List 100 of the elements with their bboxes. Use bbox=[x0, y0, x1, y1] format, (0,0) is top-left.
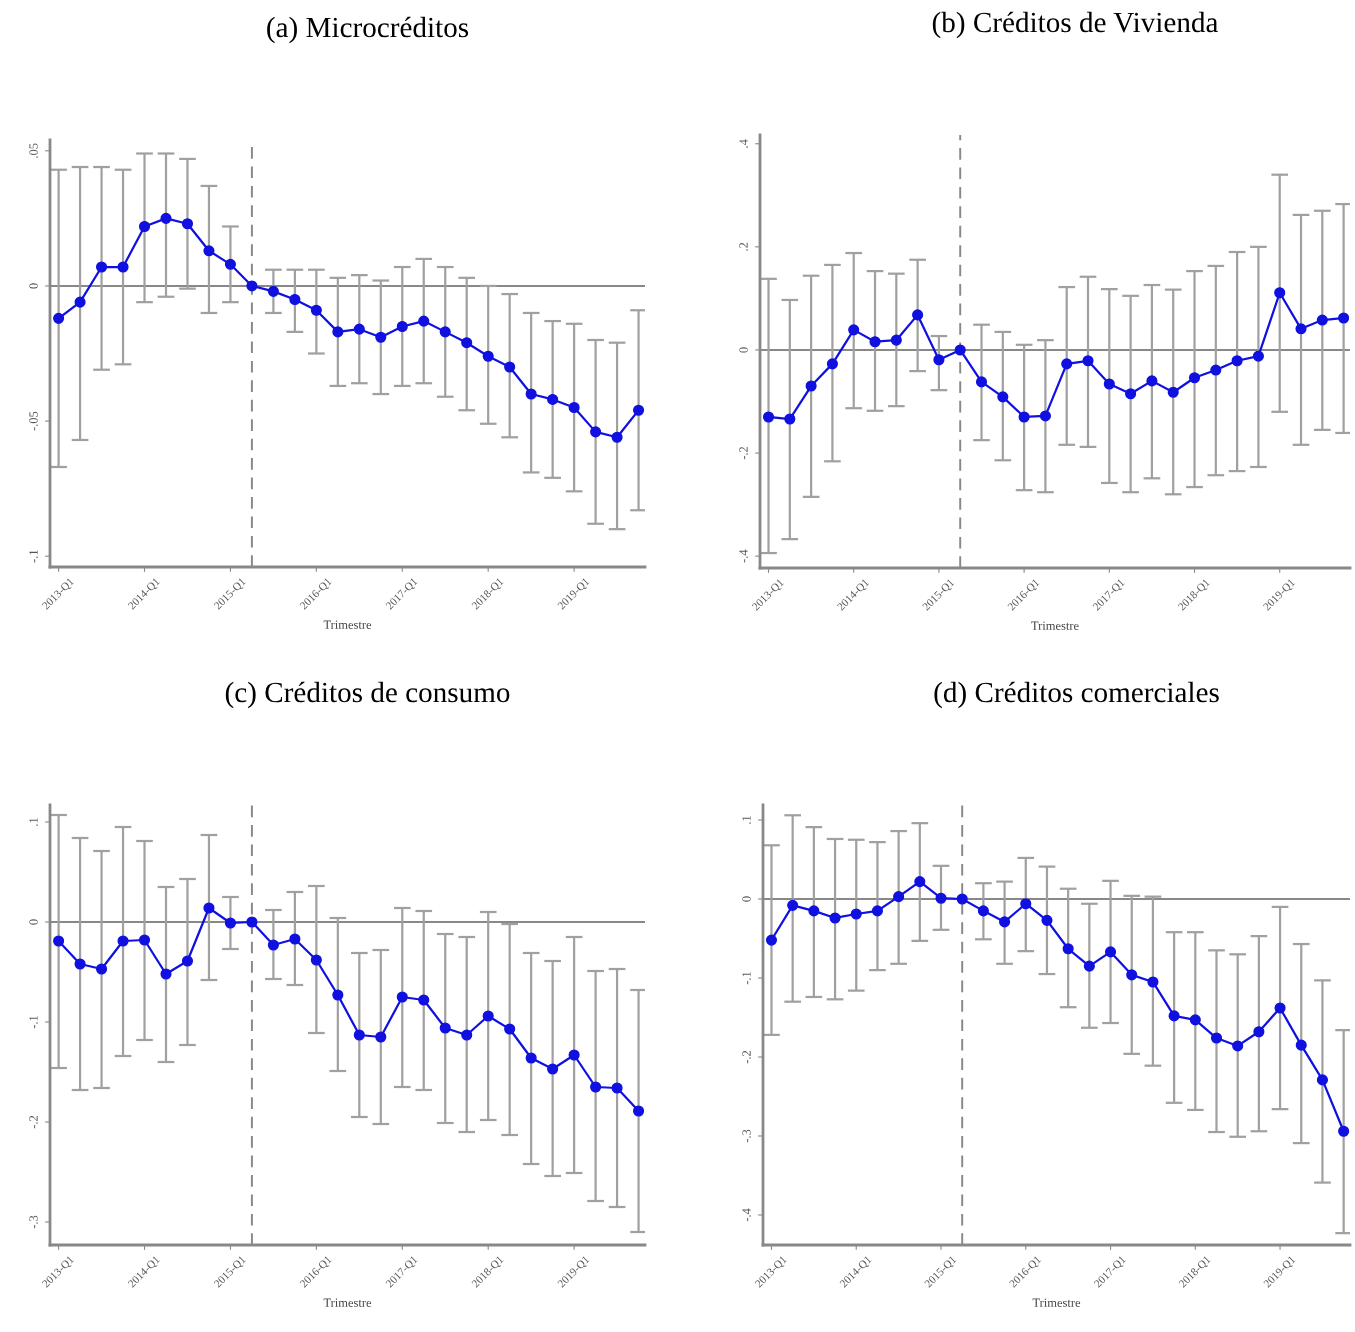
point bbox=[1232, 1040, 1244, 1052]
point bbox=[418, 994, 430, 1006]
point bbox=[1039, 410, 1051, 422]
point bbox=[1338, 1125, 1350, 1137]
point bbox=[332, 326, 344, 338]
point bbox=[375, 1031, 387, 1043]
point bbox=[611, 1082, 623, 1094]
point bbox=[1082, 355, 1094, 367]
y-tick-label: -.2 bbox=[742, 1050, 751, 1064]
point bbox=[787, 899, 799, 911]
y-tick-label: -.4 bbox=[739, 549, 748, 563]
point bbox=[203, 902, 215, 914]
y-tick-label: -.2 bbox=[739, 446, 748, 460]
point bbox=[1316, 1074, 1329, 1086]
point bbox=[1168, 1010, 1180, 1022]
chart-title: (a) Microcréditos bbox=[267, 16, 469, 44]
point bbox=[74, 958, 86, 970]
point bbox=[267, 285, 279, 297]
point bbox=[805, 380, 817, 392]
point bbox=[246, 916, 258, 928]
y-tick-label: -.2 bbox=[29, 1115, 38, 1129]
point bbox=[353, 1029, 365, 1041]
y-tick-label: -.1 bbox=[29, 550, 38, 563]
point bbox=[999, 916, 1011, 928]
point bbox=[765, 934, 778, 946]
point bbox=[224, 917, 236, 929]
point bbox=[117, 261, 129, 273]
point bbox=[160, 968, 172, 980]
point bbox=[461, 1029, 473, 1041]
point bbox=[95, 261, 108, 273]
point bbox=[1126, 969, 1138, 981]
y-tick-label: .1 bbox=[29, 818, 38, 826]
point bbox=[1020, 898, 1032, 910]
point bbox=[138, 220, 151, 233]
y-tick-label: .2 bbox=[739, 242, 748, 251]
point bbox=[547, 1063, 559, 1075]
point bbox=[224, 258, 236, 270]
y-tick-label: -.1 bbox=[29, 1015, 38, 1029]
point bbox=[117, 935, 129, 947]
y-tick-label: .1 bbox=[742, 816, 751, 824]
point bbox=[396, 991, 408, 1003]
point bbox=[568, 401, 580, 414]
point bbox=[912, 309, 924, 321]
point bbox=[590, 1081, 602, 1093]
point bbox=[482, 1010, 494, 1022]
point bbox=[74, 296, 86, 308]
point bbox=[418, 315, 430, 327]
point bbox=[869, 336, 881, 348]
point bbox=[1231, 355, 1243, 367]
point bbox=[848, 324, 860, 336]
point bbox=[439, 1022, 451, 1034]
point bbox=[977, 905, 989, 917]
point bbox=[1018, 411, 1030, 423]
point bbox=[1188, 372, 1201, 384]
y-tick-label: -.1 bbox=[742, 971, 751, 985]
point bbox=[332, 989, 344, 1001]
point bbox=[267, 939, 279, 951]
point bbox=[482, 350, 494, 362]
chart-title: (c) Créditos de consumo bbox=[225, 681, 510, 709]
point bbox=[954, 344, 966, 356]
point bbox=[396, 320, 408, 333]
point bbox=[890, 334, 902, 346]
y-tick-label: .05 bbox=[29, 143, 38, 158]
point bbox=[997, 391, 1009, 403]
point bbox=[1167, 386, 1179, 398]
point bbox=[310, 304, 322, 316]
point bbox=[1295, 323, 1307, 335]
point bbox=[289, 933, 301, 945]
point bbox=[525, 1052, 537, 1064]
point bbox=[353, 323, 365, 335]
point bbox=[160, 212, 172, 224]
point bbox=[1274, 1002, 1286, 1014]
point bbox=[1041, 914, 1053, 926]
point bbox=[956, 893, 968, 905]
y-tick-label: .4 bbox=[739, 139, 748, 148]
y-tick-label: 0 bbox=[739, 347, 748, 353]
y-tick-label: 0 bbox=[29, 283, 38, 289]
point bbox=[439, 326, 451, 338]
point bbox=[1189, 1014, 1201, 1026]
y-tick-label: -.4 bbox=[742, 1208, 751, 1222]
point bbox=[632, 404, 645, 416]
point bbox=[1083, 960, 1095, 972]
chart-title: (b) Créditos de Vivienda bbox=[932, 11, 1219, 39]
point bbox=[568, 1049, 580, 1061]
point bbox=[611, 431, 623, 443]
point bbox=[95, 963, 108, 975]
y-tick-label: 0 bbox=[742, 896, 751, 902]
point bbox=[1125, 388, 1137, 400]
point bbox=[829, 912, 841, 924]
point bbox=[203, 245, 215, 257]
point bbox=[1274, 287, 1286, 299]
point bbox=[1146, 375, 1158, 387]
point bbox=[1210, 364, 1222, 376]
point bbox=[504, 1023, 516, 1035]
y-tick-label: -.05 bbox=[29, 411, 38, 431]
point bbox=[826, 358, 838, 370]
point bbox=[547, 393, 559, 405]
point bbox=[1295, 1039, 1307, 1051]
point bbox=[181, 955, 194, 967]
point bbox=[893, 891, 905, 903]
